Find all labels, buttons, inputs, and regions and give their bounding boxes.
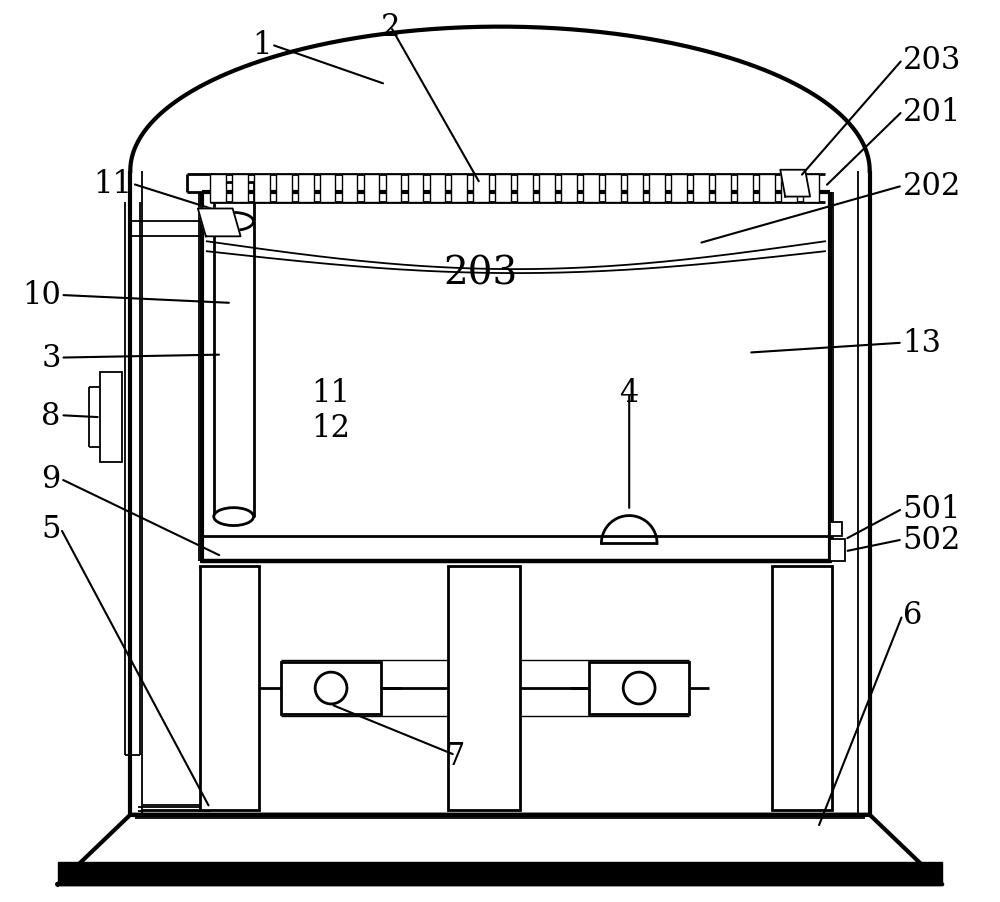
- Bar: [451, 174, 467, 202]
- Bar: [605, 174, 621, 202]
- Bar: [281, 662, 381, 714]
- Text: 6: 6: [903, 600, 922, 630]
- Text: 9: 9: [41, 464, 61, 495]
- Bar: [589, 662, 689, 714]
- Text: 502: 502: [903, 524, 961, 556]
- Text: 203: 203: [903, 45, 961, 76]
- Text: 5: 5: [41, 513, 61, 545]
- Text: 501: 501: [903, 493, 961, 525]
- Bar: [517, 174, 533, 202]
- Bar: [448, 566, 520, 810]
- Text: 11: 11: [312, 377, 351, 409]
- Bar: [320, 174, 335, 202]
- Polygon shape: [58, 862, 942, 884]
- Text: 8: 8: [41, 400, 61, 431]
- Text: 202: 202: [903, 171, 961, 202]
- Polygon shape: [198, 209, 241, 237]
- Bar: [583, 174, 599, 202]
- Bar: [298, 174, 314, 202]
- Bar: [649, 174, 665, 202]
- Bar: [539, 174, 555, 202]
- Bar: [772, 566, 832, 810]
- Bar: [495, 174, 511, 202]
- Bar: [276, 174, 292, 202]
- Ellipse shape: [214, 213, 254, 231]
- Bar: [430, 174, 445, 202]
- Bar: [232, 174, 248, 202]
- Text: 203: 203: [443, 255, 517, 292]
- Text: 13: 13: [903, 327, 942, 359]
- Bar: [561, 174, 577, 202]
- Bar: [254, 174, 270, 202]
- Bar: [200, 566, 259, 810]
- Bar: [671, 174, 687, 202]
- Bar: [364, 174, 379, 202]
- Bar: [830, 540, 845, 562]
- Polygon shape: [780, 170, 810, 198]
- Bar: [693, 174, 709, 202]
- Circle shape: [315, 672, 347, 704]
- Bar: [342, 174, 357, 202]
- Bar: [737, 174, 753, 202]
- Text: 7: 7: [446, 740, 465, 771]
- Bar: [386, 174, 401, 202]
- Bar: [715, 174, 731, 202]
- Bar: [408, 174, 423, 202]
- Text: 3: 3: [41, 343, 61, 373]
- Ellipse shape: [214, 508, 254, 526]
- Bar: [473, 174, 489, 202]
- Bar: [781, 174, 797, 202]
- Bar: [759, 174, 775, 202]
- Text: 201: 201: [903, 97, 961, 127]
- Text: 4: 4: [620, 377, 639, 409]
- Text: 1: 1: [252, 30, 271, 61]
- Text: 2: 2: [381, 12, 400, 43]
- Polygon shape: [58, 815, 942, 884]
- Bar: [803, 174, 819, 202]
- Bar: [830, 522, 842, 537]
- Bar: [627, 174, 643, 202]
- Bar: [100, 373, 122, 463]
- Text: 10: 10: [22, 281, 61, 311]
- Bar: [210, 174, 226, 202]
- Text: 11: 11: [93, 169, 132, 200]
- Circle shape: [623, 672, 655, 704]
- Text: 12: 12: [312, 412, 351, 443]
